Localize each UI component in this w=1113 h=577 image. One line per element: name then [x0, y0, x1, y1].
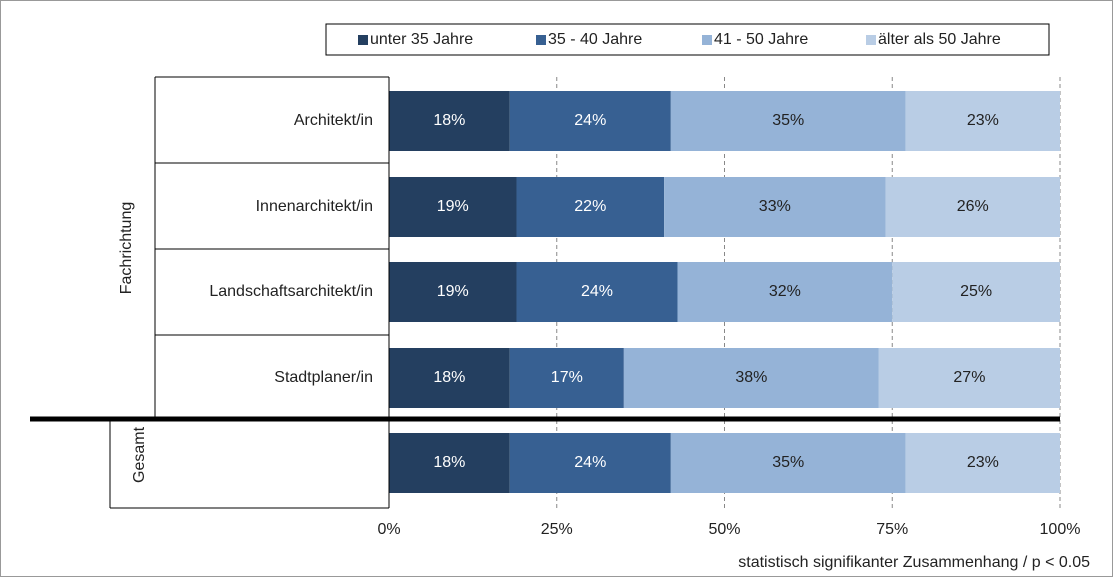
x-tick-label: 75% — [876, 521, 908, 538]
x-tick-label: 50% — [708, 521, 740, 538]
legend-swatch — [866, 35, 876, 45]
legend-label: älter als 50 Jahre — [878, 31, 1001, 48]
bar-segment — [905, 91, 1060, 151]
data-label: 24% — [574, 112, 606, 129]
x-tick-label: 100% — [1040, 521, 1081, 538]
data-label: 18% — [433, 112, 465, 129]
bar-segment — [509, 91, 671, 151]
data-label: 19% — [437, 198, 469, 215]
data-label: 35% — [772, 454, 804, 471]
bar-segment — [885, 177, 1060, 237]
data-label: 18% — [433, 369, 465, 386]
data-label: 24% — [581, 283, 613, 300]
bar-segment — [878, 348, 1060, 408]
bar-segment — [389, 433, 510, 493]
bar-segment — [509, 348, 624, 408]
bar-segment — [623, 348, 879, 408]
legend-swatch — [358, 35, 368, 45]
note: statistisch signifikanter Zusammenhang /… — [738, 554, 1090, 571]
bar-segment — [670, 91, 906, 151]
data-label: 17% — [551, 369, 583, 386]
bar-segment — [389, 348, 510, 408]
data-label: 19% — [437, 283, 469, 300]
data-label: 38% — [735, 369, 767, 386]
x-tick-label: 25% — [541, 521, 573, 538]
bar-segment — [905, 433, 1060, 493]
bar-segment — [509, 433, 671, 493]
bar-segment — [389, 177, 517, 237]
legend-label: 41 - 50 Jahre — [714, 31, 808, 48]
legend-label: unter 35 Jahre — [370, 31, 473, 48]
y-tick-label: Architekt/in — [294, 112, 373, 129]
bar-segment — [664, 177, 886, 237]
data-label: 33% — [759, 198, 791, 215]
y-tick-label: Innenarchitekt/in — [256, 198, 373, 215]
bar-segment — [389, 262, 517, 322]
data-label: 22% — [574, 198, 606, 215]
bar-segment — [677, 262, 893, 322]
data-label: 25% — [960, 283, 992, 300]
data-label: 26% — [957, 198, 989, 215]
data-label: 23% — [967, 454, 999, 471]
group-label: Fachrichtung — [118, 202, 135, 295]
bar-segment — [670, 433, 906, 493]
bar-segment — [892, 262, 1060, 322]
legend-box — [325, 23, 1050, 56]
legend-label: 35 - 40 Jahre — [548, 31, 642, 48]
bar-segment — [516, 262, 678, 322]
data-label: 35% — [772, 112, 804, 129]
bar-segment — [516, 177, 665, 237]
data-label: 27% — [953, 369, 985, 386]
data-label: 24% — [574, 454, 606, 471]
data-label: 32% — [769, 283, 801, 300]
y-tick-label: Landschaftsarchitekt/in — [209, 283, 373, 300]
data-label: 18% — [433, 454, 465, 471]
legend-swatch — [536, 35, 546, 45]
bar-segment — [389, 91, 510, 151]
data-label: 23% — [967, 112, 999, 129]
structure-lines — [109, 76, 389, 509]
y-tick-label: Stadtplaner/in — [274, 369, 373, 386]
x-tick-label: 0% — [377, 521, 400, 538]
legend-swatch — [702, 35, 712, 45]
group-label: Gesamt — [131, 426, 148, 483]
